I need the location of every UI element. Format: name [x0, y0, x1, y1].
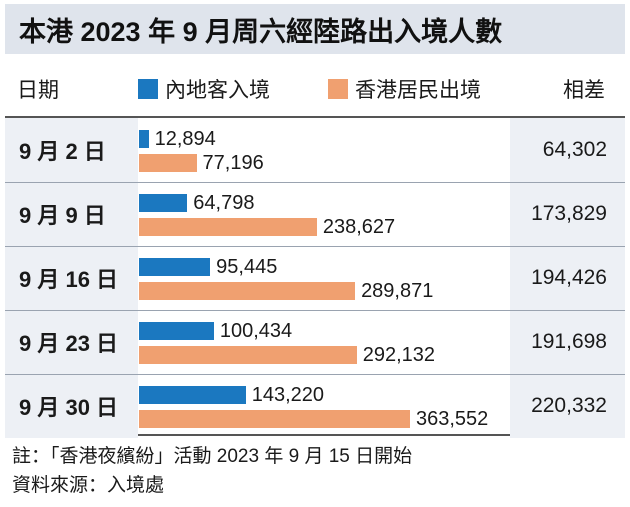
data-label-resident: 238,627: [322, 216, 396, 238]
data-table: 9 月 2 日 12,894 77,196 64,302 9 月 9 日 64,798 23…: [5, 116, 625, 438]
data-label-mainland: 12,894: [154, 128, 216, 150]
row-date-label: 9 月 30 日: [5, 374, 138, 438]
bar-resident: [139, 154, 197, 172]
legend-item-resident: 香港居民出境: [328, 74, 481, 104]
row-difference-value: 220,332: [510, 374, 625, 438]
data-label-resident: 77,196: [202, 152, 264, 174]
table-row: 9 月 16 日 95,445 289,871 194,426: [5, 246, 625, 310]
difference-column-header: 相差: [563, 79, 605, 102]
data-label-mainland: 143,220: [251, 384, 325, 406]
row-date-label: 9 月 23 日: [5, 310, 138, 374]
footer-source: 資料來源：入境處: [12, 475, 165, 496]
bar-mainland: [139, 130, 149, 148]
row-date-label: 9 月 16 日: [5, 246, 138, 310]
legend-item-mainland: 內地客入境: [138, 74, 270, 104]
row-divider: [5, 182, 625, 183]
legend-swatch-mainland: [138, 79, 158, 99]
bar-resident: [139, 410, 410, 428]
row-date-label: 9 月 2 日: [5, 118, 138, 182]
table-row: 9 月 30 日 143,220 363,552 220,332: [5, 374, 625, 438]
row-divider: [5, 246, 625, 247]
row-difference-value: 173,829: [510, 182, 625, 246]
data-label-resident: 289,871: [361, 280, 434, 302]
row-date-label: 9 月 9 日: [5, 182, 138, 246]
bar-mainland: [139, 386, 246, 404]
row-divider: [5, 374, 625, 375]
row-difference-value: 64,302: [510, 118, 625, 182]
footer-note: 註：「香港夜繽紛」活動 2023 年 9 月 15 日開始: [12, 446, 413, 467]
legend-swatch-resident: [328, 79, 348, 99]
table-header: 日期 內地客入境 香港居民出境 相差: [5, 62, 625, 112]
data-label-resident: 292,132: [362, 344, 436, 366]
chart-title: 本港 2023 年 9 月周六經陸路出入境人數: [5, 4, 625, 54]
table-row: 9 月 2 日 12,894 77,196 64,302: [5, 118, 625, 182]
bar-resident: [139, 346, 357, 364]
legend-label-resident: 香港居民出境: [355, 79, 481, 102]
bar-mainland: [139, 194, 188, 212]
data-label-mainland: 64,798: [193, 192, 255, 214]
footer: 註：「香港夜繽紛」活動 2023 年 9 月 15 日開始 資料來源：入境處: [12, 442, 412, 500]
row-difference-value: 191,698: [510, 310, 625, 374]
row-difference-value: 194,426: [510, 246, 625, 310]
bar-resident: [139, 218, 317, 236]
row-divider: [5, 310, 625, 311]
bar-mainland: [139, 258, 211, 276]
date-column-header: 日期: [17, 79, 59, 102]
bar-mainland: [139, 322, 214, 340]
legend-label-mainland: 內地客入境: [165, 79, 270, 102]
data-label-mainland: 100,434: [219, 320, 293, 342]
table-row: 9 月 9 日 64,798 238,627 173,829: [5, 182, 625, 246]
bar-resident: [139, 282, 356, 300]
data-label-mainland: 95,445: [216, 256, 278, 278]
data-label-resident: 363,552: [416, 408, 489, 430]
table-row: 9 月 23 日 100,434 292,132 191,698: [5, 310, 625, 374]
